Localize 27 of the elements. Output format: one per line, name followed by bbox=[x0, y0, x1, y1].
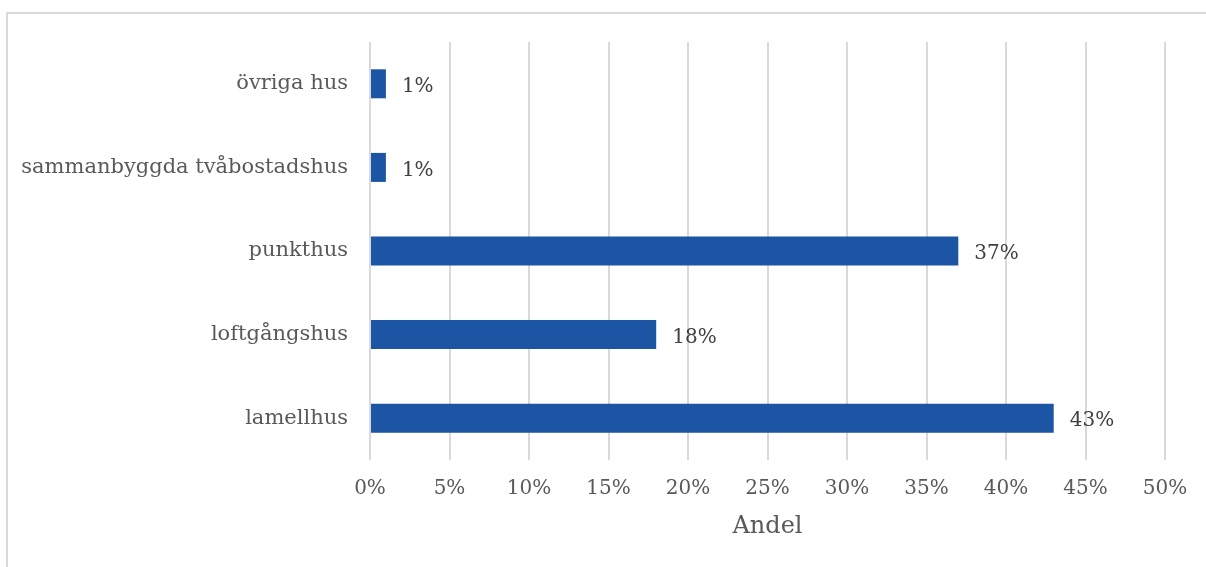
x-tick-label: 45% bbox=[1063, 475, 1108, 500]
y-tick-label: övriga hus bbox=[236, 70, 348, 95]
bar bbox=[371, 236, 959, 266]
y-tick-label: punkthus bbox=[248, 237, 348, 262]
x-tick-label: 30% bbox=[824, 475, 870, 500]
bar bbox=[371, 320, 657, 350]
x-tick-label: 25% bbox=[745, 475, 790, 500]
x-tick-label: 10% bbox=[506, 475, 552, 500]
x-tick-label: 20% bbox=[665, 475, 711, 500]
x-tick-label: 0% bbox=[354, 475, 386, 500]
x-tick-label: 50% bbox=[1142, 475, 1188, 500]
data-label: 1% bbox=[401, 156, 434, 181]
data-label: 1% bbox=[401, 73, 434, 97]
x-tick-label: 15% bbox=[586, 475, 631, 500]
data-label: 37% bbox=[974, 240, 1019, 265]
y-tick-label: sammanbyggda tvåbostadshus bbox=[21, 153, 348, 178]
x-tick-label: 35% bbox=[904, 475, 949, 500]
bar bbox=[371, 403, 1054, 433]
x-tick-label: 5% bbox=[433, 475, 466, 500]
y-tick-label: loftgångshus bbox=[210, 321, 348, 346]
bar bbox=[371, 69, 386, 99]
x-axis-title: Andel bbox=[731, 510, 803, 539]
data-label: 43% bbox=[1069, 407, 1115, 432]
data-label: 18% bbox=[672, 323, 717, 348]
x-tick-label: 40% bbox=[983, 475, 1029, 500]
y-tick-label: lamellhus bbox=[245, 404, 348, 429]
bar bbox=[371, 152, 386, 182]
